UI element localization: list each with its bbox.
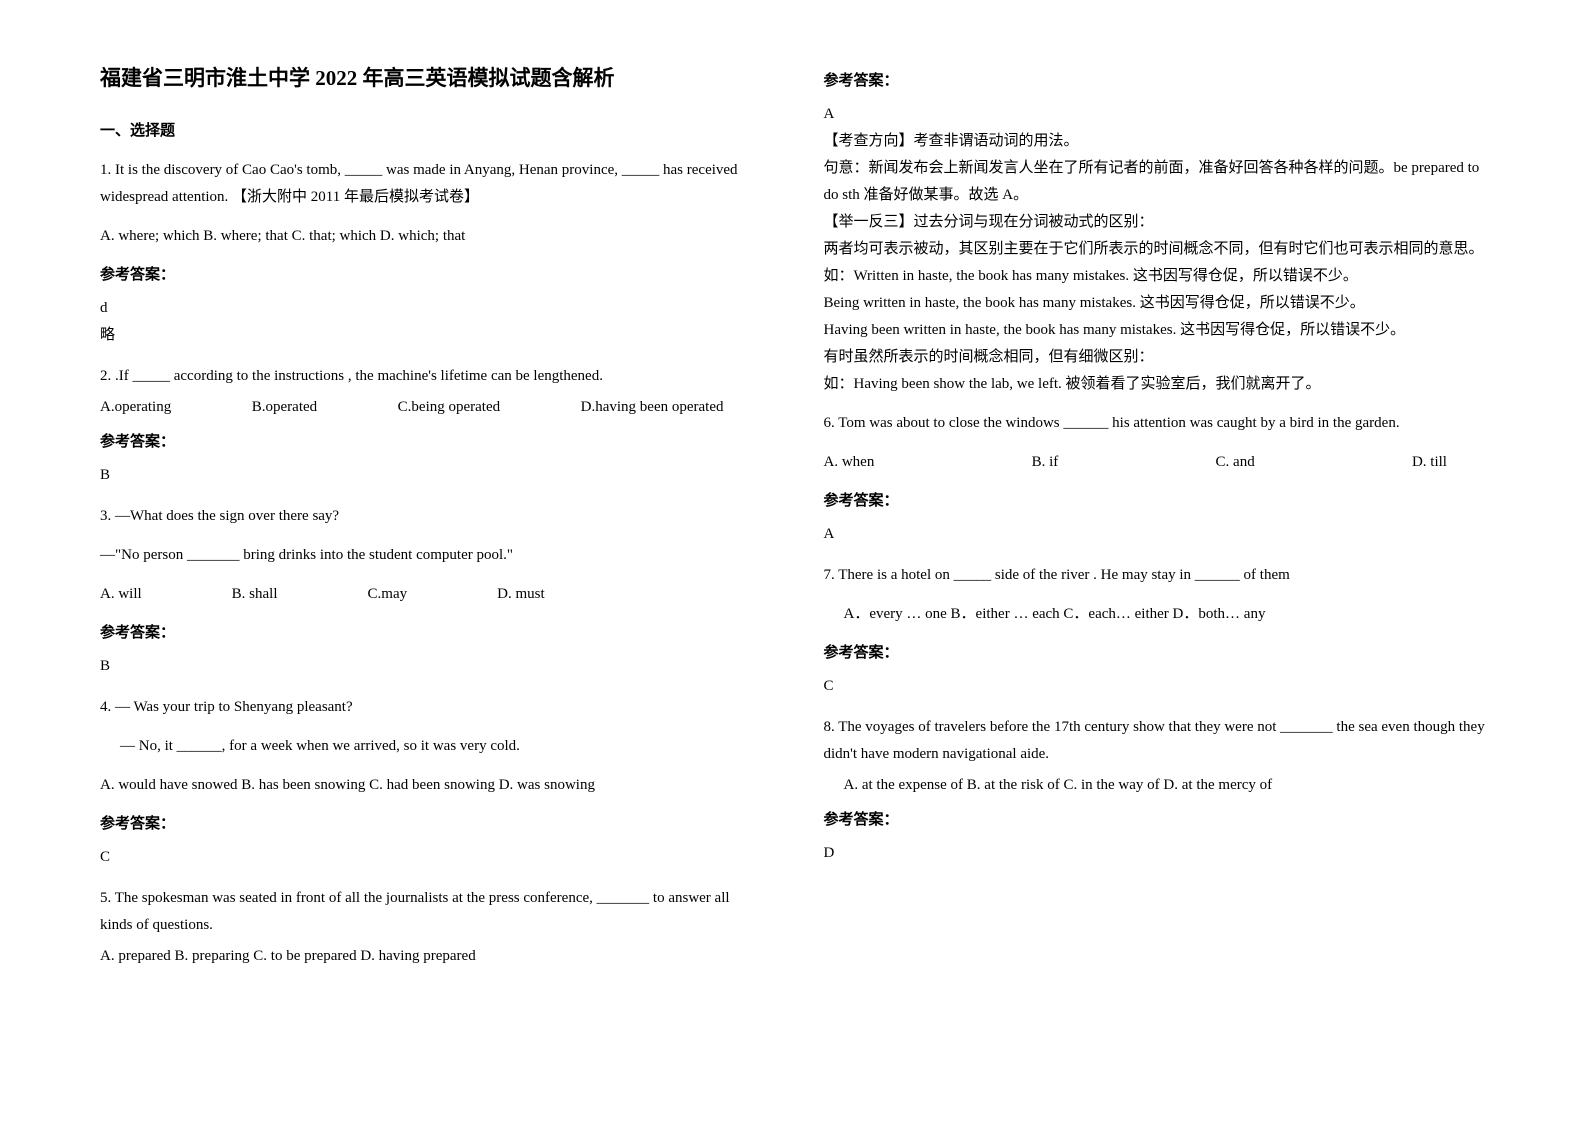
- analysis-line: Having been written in haste, the book h…: [824, 317, 1488, 344]
- left-column: 福建省三明市淮土中学 2022 年高三英语模拟试题含解析 一、选择题 1. It…: [100, 60, 764, 984]
- option-a: A. will: [100, 581, 142, 608]
- answer-label: 参考答案：: [824, 488, 1488, 515]
- question-text-1: 4. — Was your trip to Shenyang pleasant?: [100, 694, 764, 721]
- answer-label: 参考答案：: [824, 68, 1488, 95]
- question-5: 5. The spokesman was seated in front of …: [100, 885, 764, 970]
- answer-label: 参考答案：: [100, 429, 764, 456]
- right-column: 参考答案： A 【考查方向】考查非谓语动词的用法。 句意：新闻发布会上新闻发言人…: [824, 60, 1488, 984]
- analysis-label: 【考查方向】考查非谓语动词的用法。: [824, 128, 1488, 155]
- option-d: D. till: [1412, 449, 1447, 476]
- analysis-line: 如：Written in haste, the book has many mi…: [824, 263, 1488, 290]
- question-options: A. when B. if C. and D. till: [824, 449, 1488, 476]
- answer-label: 参考答案：: [100, 262, 764, 289]
- answer-value: A: [824, 101, 1488, 128]
- analysis-line: 如：Having been show the lab, we left. 被领着…: [824, 371, 1488, 398]
- answer-value: D: [824, 840, 1488, 867]
- answer-value: C: [824, 673, 1488, 700]
- question-1: 1. It is the discovery of Cao Cao's tomb…: [100, 157, 764, 349]
- option-d: D. must: [497, 581, 545, 608]
- question-options: A. will B. shall C.may D. must: [100, 581, 764, 608]
- option-c: C.may: [368, 581, 408, 608]
- analysis-line: 有时虽然所表示的时间概念相同，但有细微区别：: [824, 344, 1488, 371]
- page-container: 福建省三明市淮土中学 2022 年高三英语模拟试题含解析 一、选择题 1. It…: [100, 60, 1487, 984]
- question-options: A.operating B.operated C.being operated …: [100, 394, 764, 421]
- analysis-line: Being written in haste, the book has man…: [824, 290, 1488, 317]
- option-c: C.being operated: [398, 394, 500, 421]
- question-text: 2. .If _____ according to the instructio…: [100, 363, 764, 390]
- question-text: 7. There is a hotel on _____ side of the…: [824, 562, 1488, 589]
- document-title: 福建省三明市淮土中学 2022 年高三英语模拟试题含解析: [100, 60, 764, 98]
- question-options: A. would have snowed B. has been snowing…: [100, 772, 764, 799]
- question-text-1: 3. —What does the sign over there say?: [100, 503, 764, 530]
- analysis-label-2: 【举一反三】过去分词与现在分词被动式的区别：: [824, 209, 1488, 236]
- answer-label: 参考答案：: [100, 620, 764, 647]
- answer-value: d: [100, 295, 764, 322]
- option-a: A. when: [824, 449, 875, 476]
- option-c: C. and: [1216, 449, 1255, 476]
- question-text: 6. Tom was about to close the windows __…: [824, 410, 1488, 437]
- answer-value: B: [100, 462, 764, 489]
- question-3: 3. —What does the sign over there say? —…: [100, 503, 764, 680]
- question-2: 2. .If _____ according to the instructio…: [100, 363, 764, 489]
- option-b: B. shall: [232, 581, 278, 608]
- option-a: A.operating: [100, 394, 171, 421]
- question-text: 1. It is the discovery of Cao Cao's tomb…: [100, 157, 764, 211]
- section-heading: 一、选择题: [100, 118, 764, 145]
- option-d: D.having been operated: [581, 394, 724, 421]
- analysis-line: 两者均可表示被动，其区别主要在于它们所表示的时间概念不同，但有时它们也可表示相同…: [824, 236, 1488, 263]
- option-b: B.operated: [252, 394, 317, 421]
- answer-value: B: [100, 653, 764, 680]
- question-options: A．every … one B．either … each C．each… ei…: [844, 601, 1488, 628]
- question-7: 7. There is a hotel on _____ side of the…: [824, 562, 1488, 700]
- answer-label: 参考答案：: [824, 807, 1488, 834]
- question-text-2: —"No person _______ bring drinks into th…: [100, 542, 764, 569]
- question-text: 5. The spokesman was seated in front of …: [100, 885, 764, 939]
- question-8: 8. The voyages of travelers before the 1…: [824, 714, 1488, 867]
- option-b: B. if: [1032, 449, 1059, 476]
- question-text-2: — No, it ______, for a week when we arri…: [120, 733, 764, 760]
- question-6: 6. Tom was about to close the windows __…: [824, 410, 1488, 548]
- question-options: A. where; which B. where; that C. that; …: [100, 223, 764, 250]
- answer-value: C: [100, 844, 764, 871]
- answer-value: A: [824, 521, 1488, 548]
- answer-label: 参考答案：: [824, 640, 1488, 667]
- analysis-line: 句意：新闻发布会上新闻发言人坐在了所有记者的前面，准备好回答各种各样的问题。be…: [824, 155, 1488, 209]
- answer-label: 参考答案：: [100, 811, 764, 838]
- answer-note: 略: [100, 322, 764, 349]
- question-options: A. prepared B. preparing C. to be prepar…: [100, 943, 764, 970]
- question-text: 8. The voyages of travelers before the 1…: [824, 714, 1488, 768]
- question-options: A. at the expense of B. at the risk of C…: [844, 772, 1488, 799]
- question-4: 4. — Was your trip to Shenyang pleasant?…: [100, 694, 764, 871]
